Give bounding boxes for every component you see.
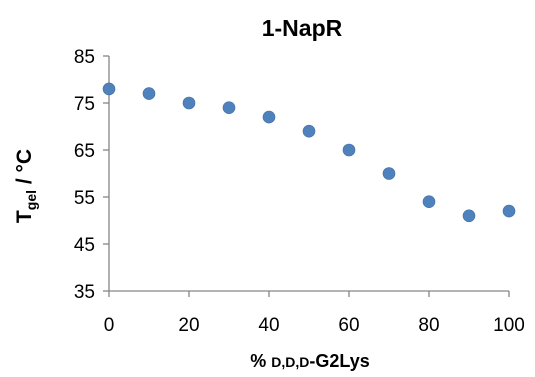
y-tick-label: 45 [74, 235, 95, 256]
data-points [102, 82, 516, 223]
data-point [222, 101, 236, 114]
y-axis-label: Tgel / °C [13, 149, 39, 223]
y-tick-label: 35 [74, 282, 95, 303]
x-tick-label: 60 [338, 315, 359, 336]
data-point [342, 143, 356, 157]
y-axis-label-subscript: gel [23, 190, 39, 210]
data-point [302, 124, 316, 138]
data-point [422, 195, 436, 208]
x-axis-label-suffix: -G2Lys [309, 351, 369, 371]
x-tick-label: 80 [418, 315, 439, 336]
y-axis-label-main: T [13, 210, 36, 223]
axes [103, 55, 510, 297]
data-point [182, 96, 196, 110]
data-point [462, 209, 476, 223]
x-axis-label: % D,D,D-G2Lys [250, 351, 370, 371]
y-tick-label: 65 [74, 141, 95, 162]
x-axis-label-prefix: % [250, 351, 271, 371]
x-tick-label: 40 [258, 315, 279, 336]
x-tick-labels: 0 20 40 60 80 100 [104, 315, 525, 336]
x-tick-label: 100 [493, 315, 525, 336]
data-point [102, 82, 116, 96]
chart-title: 1-NapR [262, 15, 343, 41]
y-axis-label-suffix: / °C [13, 149, 36, 190]
y-tick-label: 55 [74, 188, 95, 209]
x-tick-label: 20 [178, 315, 199, 336]
data-point [262, 110, 276, 124]
data-point [502, 204, 516, 218]
x-axis-label-smallcaps: D,D,D [271, 354, 309, 370]
data-point [382, 167, 396, 180]
y-tick-labels: 35 45 55 65 75 85 [74, 47, 95, 303]
x-tick-label: 0 [104, 315, 115, 336]
y-tick-label: 75 [74, 94, 95, 115]
y-tick-label: 85 [74, 47, 95, 68]
data-point [142, 87, 156, 100]
